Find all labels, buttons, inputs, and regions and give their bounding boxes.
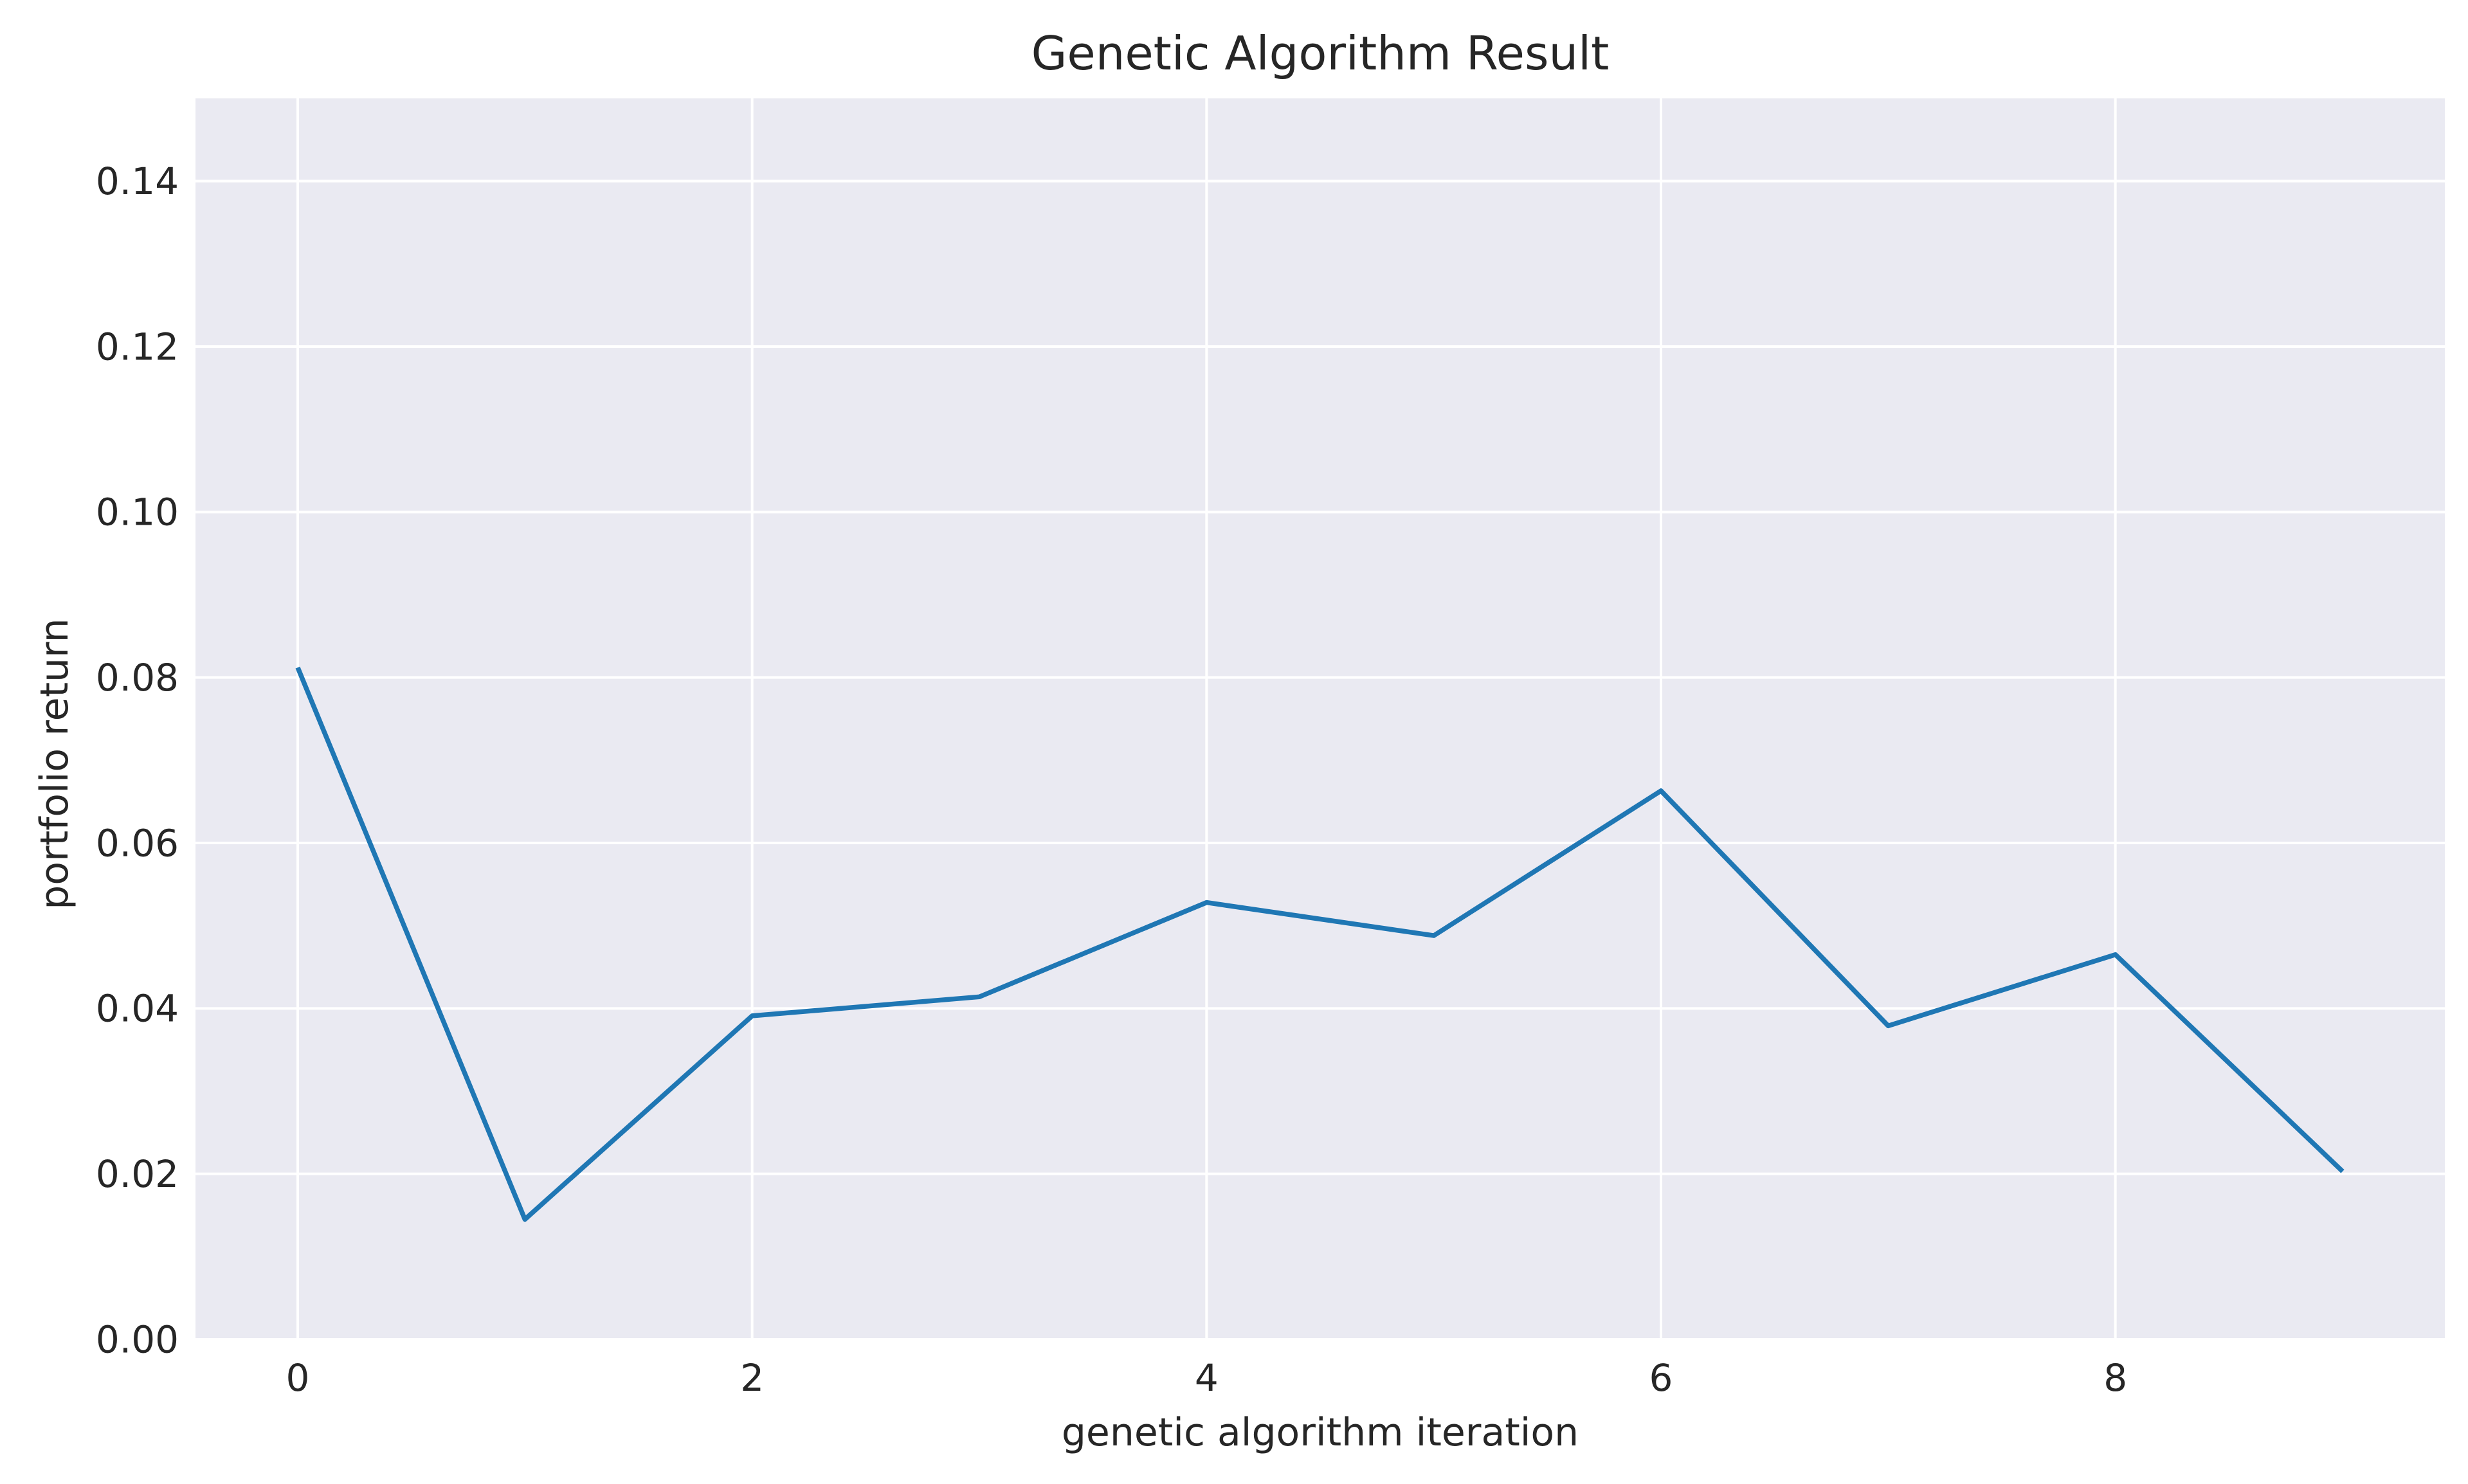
x-tick-label: 6 (1649, 1356, 1673, 1400)
x-tick-label: 8 (2103, 1356, 2127, 1400)
series-line-0 (295, 666, 2345, 1222)
x-tick-label: 2 (740, 1356, 764, 1400)
y-axis-label: portfolio return (32, 618, 77, 909)
chart-title: Genetic Algorithm Result (1031, 26, 1610, 80)
y-tick-label: 0.04 (96, 987, 179, 1031)
x-axis-label: genetic algorithm iteration (1062, 1410, 1579, 1455)
x-tick-label: 4 (1195, 1356, 1219, 1400)
y-tick-label: 0.06 (96, 821, 179, 865)
y-tick-label: 0.10 (96, 491, 179, 534)
y-tick-labels: 0.00 0.02 0.04 0.06 0.08 0.10 0.12 0.14 (96, 159, 179, 1361)
x-tick-label: 0 (286, 1356, 310, 1400)
y-tick-label: 0.08 (96, 656, 179, 700)
y-tick-label: 0.12 (96, 325, 179, 368)
grid-lines (195, 98, 2445, 1341)
series-layer (295, 666, 2345, 1222)
x-tick-labels: 0 2 4 6 8 (286, 1356, 2128, 1400)
y-tick-label: 0.02 (96, 1152, 179, 1196)
y-tick-label: 0.00 (96, 1317, 179, 1361)
y-tick-label: 0.14 (96, 159, 179, 203)
plot-area (195, 98, 2445, 1339)
